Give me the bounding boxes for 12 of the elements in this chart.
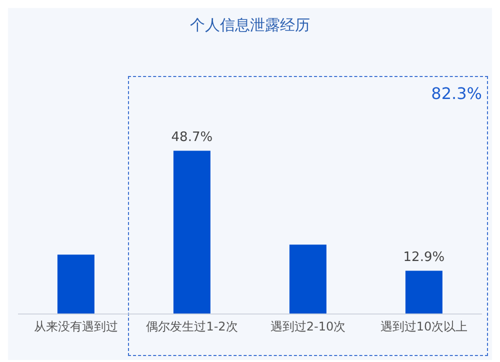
x-tick-label: 遇到过10次以上 [380, 320, 468, 334]
chart-title: 个人信息泄露经历 [189, 15, 311, 36]
x-tick-label: 偶尔发生过1-2次 [146, 320, 238, 334]
data-label: 48.7% [171, 130, 213, 145]
bar [57, 254, 94, 314]
bar [289, 244, 326, 314]
text: 82.3% [431, 84, 482, 103]
x-tick-label: 遇到过2-10次 [270, 320, 346, 334]
x-tick-label: 从来没有遇到过 [34, 320, 118, 334]
bar [173, 150, 210, 314]
data-label: 12.9% [403, 250, 445, 265]
bar [405, 270, 442, 314]
